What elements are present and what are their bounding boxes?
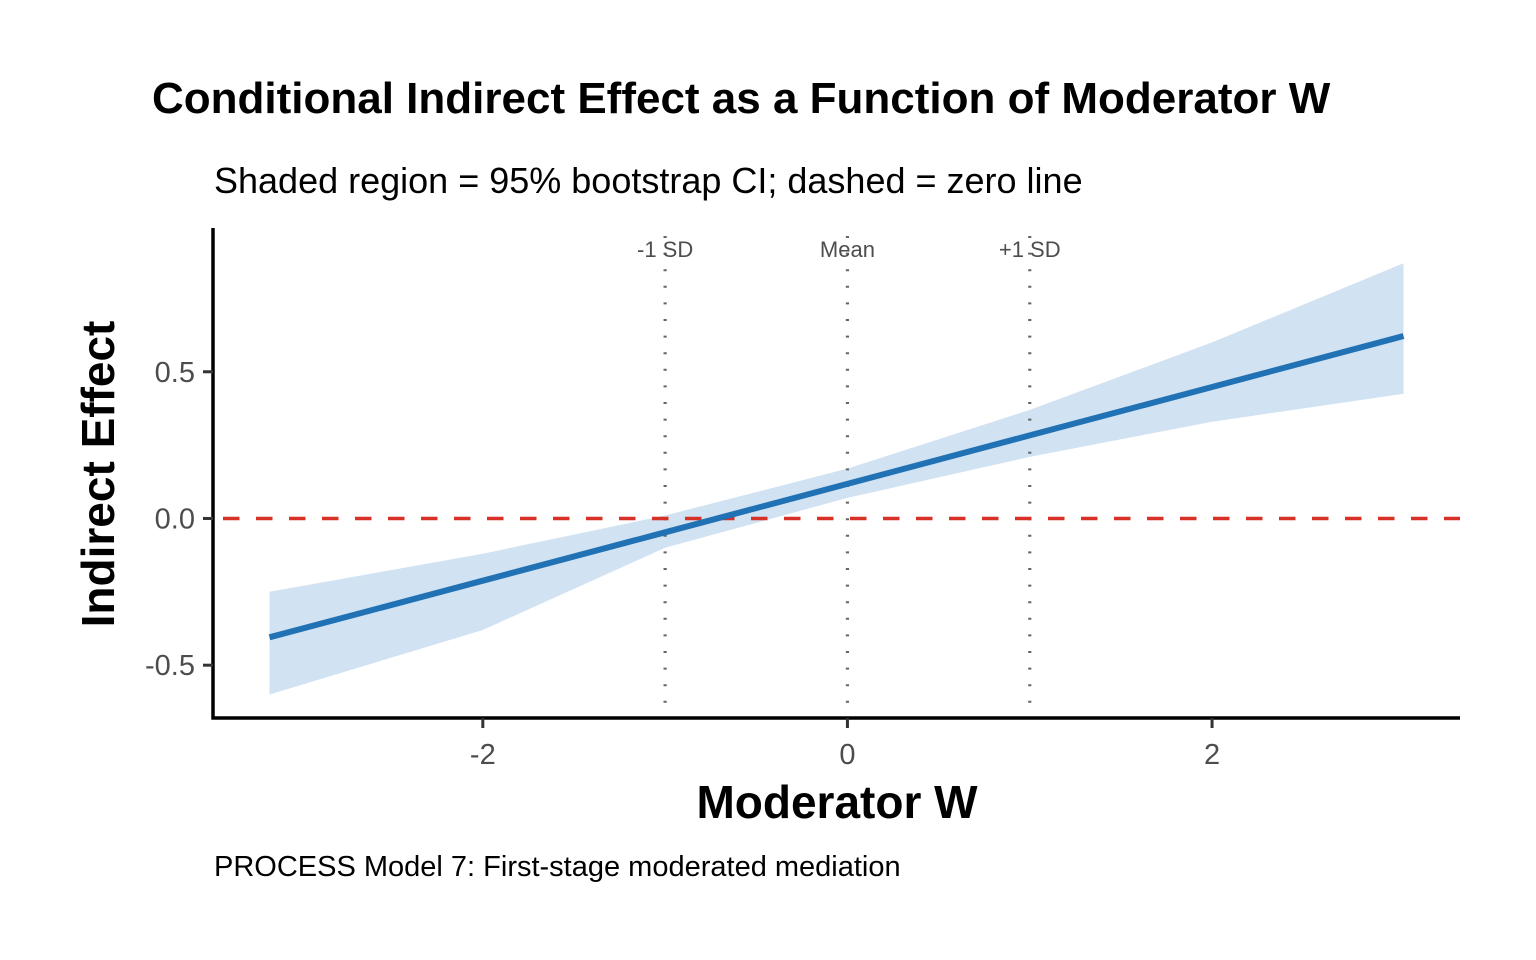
axes: -2 0 2 -0.5 0.0 0.5 xyxy=(145,228,1460,771)
y-axis-title: Indirect Effect xyxy=(72,321,124,628)
reference-line-label: Mean xyxy=(820,237,875,262)
ci-band xyxy=(269,263,1404,695)
x-axis-title: Moderator W xyxy=(696,776,978,828)
x-axis-ticks: -2 0 2 xyxy=(470,718,1220,771)
chart-subtitle: Shaded region = 95% bootstrap CI; dashed… xyxy=(214,160,1083,201)
chart-caption: PROCESS Model 7: First-stage moderated m… xyxy=(214,851,901,883)
y-tick-label: 0.5 xyxy=(155,357,195,389)
y-tick-label: -0.5 xyxy=(145,650,195,682)
y-tick-label: 0.0 xyxy=(155,503,195,535)
x-tick-label: 0 xyxy=(839,739,855,771)
y-axis-ticks: -0.5 0.0 0.5 xyxy=(145,357,213,682)
indirect-effect-line xyxy=(268,333,1405,641)
x-tick-label: 2 xyxy=(1204,739,1220,771)
reference-line-label: +1 SD xyxy=(999,237,1061,262)
reference-vertical-lines: -1 SD Mean +1 SD xyxy=(637,236,1061,718)
x-tick-label: -2 xyxy=(470,739,496,771)
plot-area: -1 SD Mean +1 SD xyxy=(213,236,1460,718)
reference-line-label: -1 SD xyxy=(637,237,693,262)
chart-title: Conditional Indirect Effect as a Functio… xyxy=(152,74,1331,123)
